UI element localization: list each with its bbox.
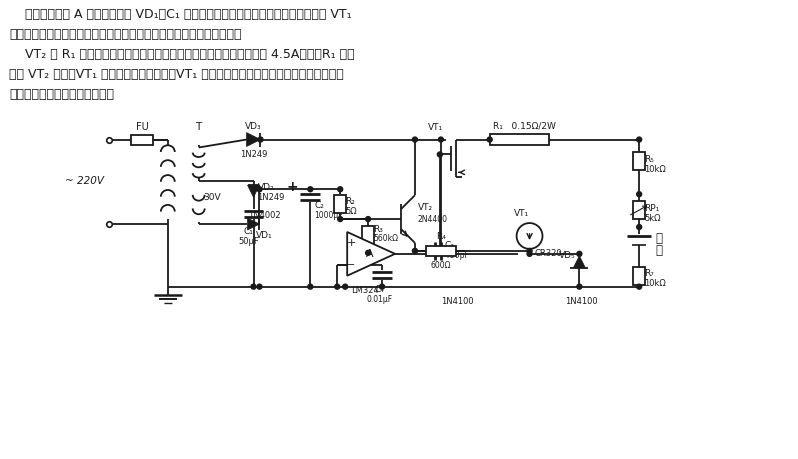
Text: A: A [366,249,374,259]
Bar [633,267,645,285]
Text: FU: FU [136,122,148,132]
Text: VD₁: VD₁ [255,231,272,241]
Bar [490,134,550,145]
Circle shape [258,137,263,142]
Polygon shape [247,185,259,197]
Text: VT₁: VT₁ [514,209,529,218]
Circle shape [251,284,256,289]
Text: ~ 220V: ~ 220V [65,176,104,186]
Bar [633,201,645,219]
Text: 1N4100: 1N4100 [441,297,474,306]
Text: 一步增大，起到限流保护作用。: 一步增大，起到限流保护作用。 [10,88,114,101]
Circle shape [413,248,417,253]
Text: R₄: R₄ [436,232,446,241]
Circle shape [637,224,642,230]
Text: C₂: C₂ [314,201,324,210]
Circle shape [334,284,340,289]
Text: 1N249: 1N249 [240,151,267,159]
Text: +: + [286,180,298,194]
Text: 600Ω: 600Ω [431,261,451,270]
Circle shape [342,284,348,289]
Text: C₃: C₃ [444,241,455,251]
Text: 5kΩ: 5kΩ [644,213,661,223]
Bar [362,226,374,244]
Text: RP₁: RP₁ [644,204,659,213]
Bar [334,195,346,213]
Text: 池: 池 [655,244,662,257]
Text: 1000μF: 1000μF [314,211,343,219]
Text: C₄: C₄ [374,285,384,294]
Circle shape [257,187,262,192]
Circle shape [365,250,370,255]
Circle shape [437,152,442,157]
Circle shape [577,284,582,289]
Text: 1N4100: 1N4100 [565,297,598,306]
Circle shape [338,187,342,192]
Circle shape [637,284,642,289]
Polygon shape [574,256,586,268]
Circle shape [516,223,543,249]
Text: R₂: R₂ [346,196,355,206]
Text: R₃: R₃ [373,224,383,234]
Circle shape [637,192,642,197]
Circle shape [308,284,313,289]
Text: CR320: CR320 [535,249,562,258]
Bar [426,246,456,256]
Text: +: + [346,238,356,248]
Bar [131,134,153,145]
Circle shape [637,137,642,142]
Circle shape [577,252,582,256]
Polygon shape [347,232,395,276]
Circle shape [380,284,385,289]
Text: T: T [195,122,201,132]
Text: 560kΩ: 560kΩ [373,235,398,243]
Circle shape [257,284,262,289]
Circle shape [527,248,532,253]
Circle shape [338,217,342,222]
Text: 750pF: 750pF [444,252,468,260]
Circle shape [438,137,444,142]
Circle shape [251,187,256,192]
Text: R₅: R₅ [644,155,654,164]
Text: 来说，栅极电压必须超过源极电压数伏，才能有足够的负载电流输出。: 来说，栅极电压必须超过源极电压数伏，才能有足够的负载电流输出。 [10,28,242,41]
Text: 50μF: 50μF [238,237,259,246]
Text: −: − [347,260,355,270]
Text: VD₃: VD₃ [245,122,262,131]
Bar [633,152,645,170]
Text: 2N4400: 2N4400 [418,214,448,224]
Circle shape [527,252,532,256]
Text: LM324: LM324 [351,285,379,295]
Text: R₁   0.15Ω/2W: R₁ 0.15Ω/2W [493,122,556,131]
Text: 5Ω: 5Ω [346,207,357,216]
Text: 本电路为运放 A 单独设置了由 VD₁，C₁ 组成的辅助电源，这是完全必要的。因为对 VT₁: 本电路为运放 A 单独设置了由 VD₁，C₁ 组成的辅助电源，这是完全必要的。因… [10,8,352,22]
Circle shape [308,187,313,192]
Text: VT₂ 和 R₁ 组成过流保护电路。当输出电流超过某一定値（本电路为 4.5A）时，R₁ 上压: VT₂ 和 R₁ 组成过流保护电路。当输出电流超过某一定値（本电路为 4.5A）… [10,48,355,61]
Text: VT₂: VT₂ [418,202,433,212]
Polygon shape [247,133,260,146]
Polygon shape [247,218,259,230]
Circle shape [365,217,370,222]
Text: 电: 电 [655,232,662,246]
Text: 10kΩ: 10kΩ [644,279,666,288]
Text: C₁: C₁ [243,227,254,236]
Circle shape [488,137,492,142]
Text: 1N249: 1N249 [258,193,285,202]
Text: 降使 VT₂ 导通，VT₁ 的栅极电压随之下降，VT₁ 的漏源压降增大，这就限制了输出电流的进: 降使 VT₂ 导通，VT₁ 的栅极电压随之下降，VT₁ 的漏源压降增大，这就限制… [10,68,344,81]
Text: R₇: R₇ [644,269,654,278]
Text: VD₂: VD₂ [258,183,275,192]
Text: 10kΩ: 10kΩ [644,165,666,174]
Text: 1N4002: 1N4002 [248,211,281,219]
Circle shape [413,137,417,142]
Text: 30V: 30V [203,193,221,202]
Text: VD₅: VD₅ [559,252,575,260]
Text: VT₁: VT₁ [429,123,444,132]
Text: 0.01μF: 0.01μF [366,295,392,303]
